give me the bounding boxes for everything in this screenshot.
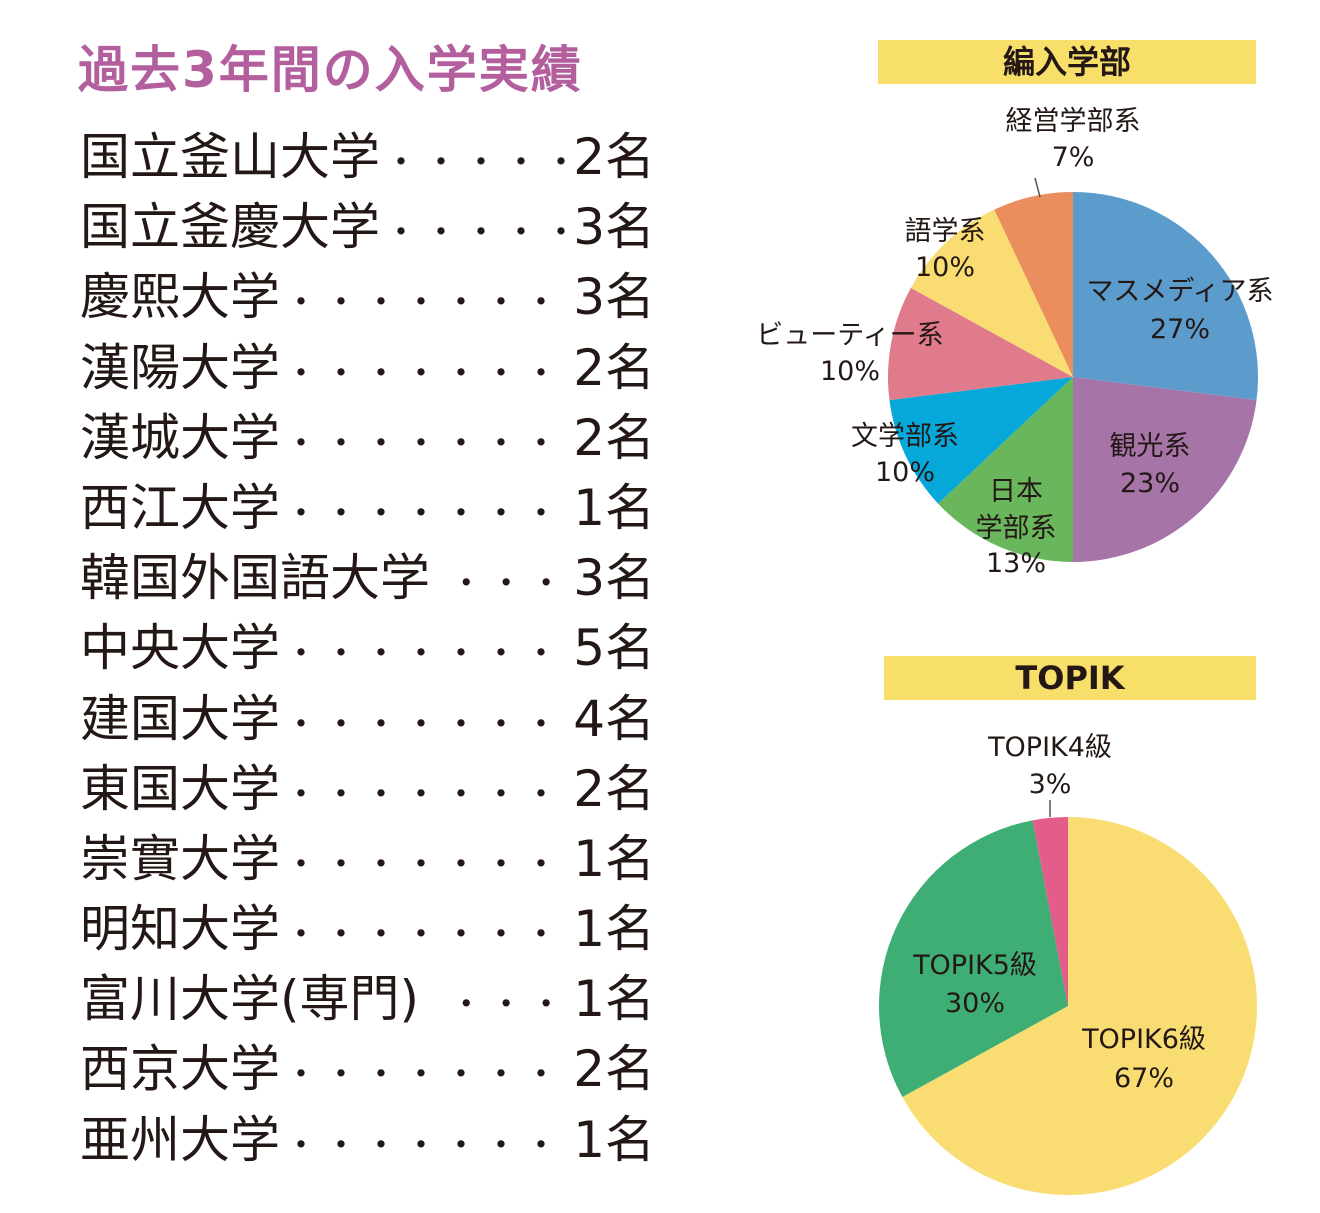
student-count: 2名 <box>573 408 655 467</box>
leader-dots: ・・・・・・・・・・ <box>284 493 573 534</box>
slice-label: TOPIK5級 <box>912 950 1037 981</box>
list-item: 西江大学・・・・・・・・・・1名 <box>80 473 655 543</box>
slice-percent: 23% <box>1120 468 1180 499</box>
leader-dots: ・・・・・・・・・・ <box>284 704 573 745</box>
slice-label: ビューティー系 <box>756 320 943 351</box>
chart-title-transfer: 編入学部 <box>878 40 1256 84</box>
student-count: 2名 <box>573 759 655 818</box>
pie-slice <box>888 287 1073 401</box>
list-item: 建国大学・・・・・・・・・・4名 <box>80 684 655 754</box>
slice-percent: 7% <box>1052 142 1095 173</box>
pie-slice <box>994 192 1073 377</box>
slice-label: 学部系 <box>976 513 1057 544</box>
university-name: 富川大学(専門) <box>80 970 420 1029</box>
slice-percent: 67% <box>1114 1063 1174 1094</box>
list-item: 亜州大学・・・・・・・・・・1名 <box>80 1105 655 1175</box>
list-item: 漢陽大学・・・・・・・・・・2名 <box>80 333 655 403</box>
leader-dots: ・・・・・・・・・・ <box>284 1125 573 1166</box>
leader-dots: ・・・・・・・・・・ <box>284 915 573 956</box>
leader-dots: ・・・・・・・・・・ <box>284 1055 573 1096</box>
student-count: 2名 <box>573 338 655 397</box>
pie-slice <box>910 209 1073 377</box>
slice-label: 経営学部系 <box>1006 106 1141 137</box>
university-name: 明知大学 <box>80 900 280 959</box>
list-item: 国立釜慶大学 ・・・・・ 3名 <box>80 192 655 262</box>
pie-slice <box>1073 377 1257 562</box>
university-name: 慶熙大学 <box>80 268 280 327</box>
list-item: 富川大学(専門) ・・・ 1名 <box>80 964 655 1034</box>
student-count: 2名 <box>573 1040 655 1099</box>
slice-percent: 10% <box>820 356 880 387</box>
leader-line <box>1034 177 1041 198</box>
university-name: 亜州大学 <box>80 1110 280 1169</box>
student-count: 5名 <box>573 619 655 678</box>
leader-dots: ・・・・・・・・・・ <box>284 774 573 815</box>
university-name: 中央大学 <box>80 619 280 678</box>
leader-dots: ・・・・・・・・・・ <box>284 283 573 324</box>
list-item: 国立釜山大学 ・・・・・ 2名 <box>80 122 655 192</box>
student-count: 4名 <box>573 689 655 748</box>
page-title: 過去3年間の入学実績 <box>78 41 583 99</box>
university-name: 西江大学 <box>80 478 280 537</box>
chart-title-topik: TOPIK <box>884 656 1256 700</box>
slice-label: TOPIK6級 <box>1081 1024 1206 1055</box>
university-name: 崇實大学 <box>80 829 280 888</box>
student-count: 1名 <box>573 829 655 888</box>
slice-label: 文学部系 <box>851 421 959 452</box>
slice-percent: 30% <box>945 988 1005 1019</box>
slice-percent: 10% <box>875 457 935 488</box>
pie-slice <box>902 817 1258 1195</box>
student-count: 3名 <box>573 268 655 327</box>
list-item: 漢城大学・・・・・・・・・・2名 <box>80 403 655 473</box>
slice-label: TOPIK4級 <box>987 732 1112 763</box>
leader-dots: ・・・・・ <box>384 143 574 183</box>
list-item: 慶熙大学・・・・・・・・・・3名 <box>80 262 655 332</box>
leader-dots: ・・・・・・・・・・ <box>284 634 573 675</box>
student-count: 1名 <box>573 970 655 1029</box>
leader-dots: ・・・・・・・・・・ <box>284 353 573 394</box>
pie-slice <box>1032 817 1068 1006</box>
student-count: 1名 <box>573 900 655 959</box>
list-item: 西京大学・・・・・・・・・・2名 <box>80 1034 655 1104</box>
slice-label: 日本 <box>989 476 1043 507</box>
university-name: 漢陽大学 <box>80 338 280 397</box>
pie-slice <box>938 377 1073 562</box>
slice-percent: 27% <box>1150 314 1210 345</box>
leader-dots: ・・・ <box>449 985 570 1026</box>
student-count: 1名 <box>573 1110 655 1169</box>
university-name: 国立釜山大学 <box>80 128 380 186</box>
slice-label: 語学系 <box>905 216 986 247</box>
university-list: 国立釜山大学・・・・・2名国立釜慶大学・・・・・3名慶熙大学・・・・・・・・・・… <box>80 122 655 1175</box>
student-count: 3名 <box>573 549 655 608</box>
slice-percent: 10% <box>915 252 975 283</box>
student-count: 2名 <box>573 128 655 186</box>
leader-dots: ・・・ <box>449 564 570 605</box>
university-name: 漢城大学 <box>80 408 280 467</box>
list-item: 東国大学・・・・・・・・・・2名 <box>80 754 655 824</box>
pie-slice <box>879 820 1068 1098</box>
leader-dots: ・・・・・・・・・・ <box>284 844 573 885</box>
slice-label: 観光系 <box>1110 431 1191 462</box>
pie-slice <box>889 377 1073 504</box>
list-item: 崇實大学・・・・・・・・・・1名 <box>80 824 655 894</box>
student-count: 1名 <box>573 478 655 537</box>
university-name: 建国大学 <box>80 689 280 748</box>
list-item: 韓国外国語大学 ・・・ 3名 <box>80 543 655 613</box>
university-name: 韓国外国語大学 <box>80 549 430 608</box>
list-item: 明知大学・・・・・・・・・・1名 <box>80 894 655 964</box>
slice-percent: 3% <box>1029 769 1072 800</box>
leader-dots: ・・・・・ <box>384 213 574 254</box>
slice-label: マスメディア系 <box>1086 276 1273 307</box>
university-name: 東国大学 <box>80 759 280 818</box>
pie-slice <box>1073 192 1259 401</box>
student-count: 3名 <box>573 198 655 257</box>
list-item: 中央大学・・・・・・・・・・5名 <box>80 613 655 683</box>
slice-percent: 13% <box>986 548 1046 579</box>
university-name: 国立釜慶大学 <box>80 198 380 257</box>
leader-dots: ・・・・・・・・・・ <box>284 423 573 464</box>
university-name: 西京大学 <box>80 1040 280 1099</box>
